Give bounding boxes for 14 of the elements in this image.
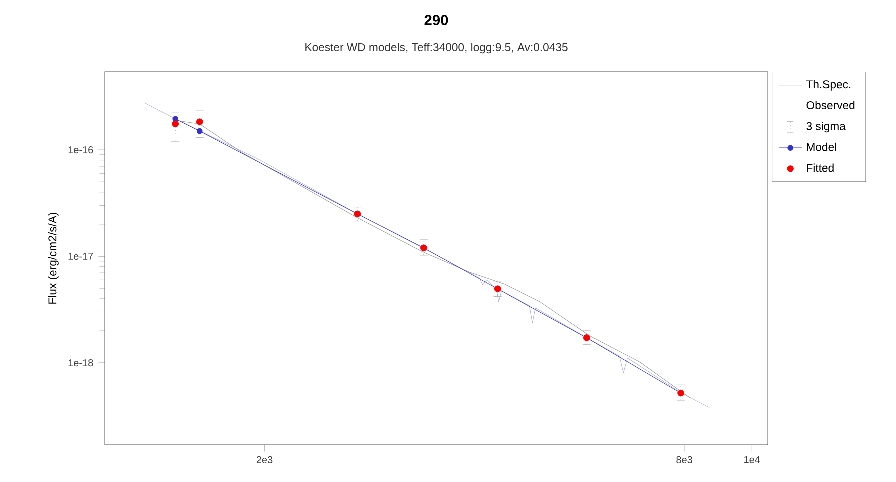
legend-label: 3 sigma bbox=[806, 122, 846, 133]
y-axis-title: Flux (erg/cm2/s/A) bbox=[48, 212, 59, 304]
y-tick-label: 1e-18 bbox=[68, 360, 94, 367]
chart-subtitle: Koester WD models, Teff:34000, logg:9.5, Av:0.0435 bbox=[306, 43, 568, 54]
legend-label: Model bbox=[807, 142, 836, 152]
y-tick-label: 1e-17 bbox=[68, 253, 94, 260]
legend-label: Observed bbox=[806, 101, 855, 110]
x-tick-label: 1e4 bbox=[744, 456, 760, 464]
chart-title: 290 bbox=[424, 15, 448, 26]
x-tick-label: 2e3 bbox=[256, 456, 273, 464]
legend-label: Th.Spec. bbox=[806, 80, 851, 91]
legend-label: Fitted bbox=[807, 164, 834, 172]
x-tick-label: 8e3 bbox=[676, 456, 692, 464]
y-tick-label: 1e-16 bbox=[68, 146, 94, 154]
